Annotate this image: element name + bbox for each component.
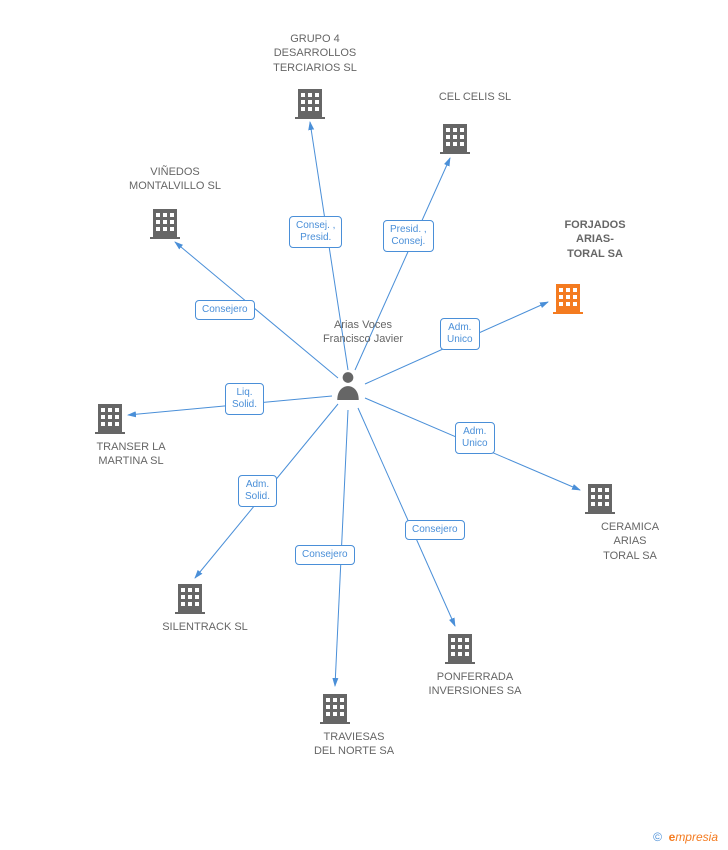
building-icon xyxy=(553,280,583,314)
building-icon xyxy=(150,205,180,239)
node-label: TRAVIESAS DEL NORTE SA xyxy=(299,730,409,759)
node-label: FORJADOS ARIAS- TORAL SA xyxy=(540,218,650,261)
building-icon xyxy=(295,85,325,119)
edge-label: Adm. Solid. xyxy=(238,475,277,507)
node-label: PONFERRADA INVERSIONES SA xyxy=(420,670,530,699)
person-icon xyxy=(335,370,361,400)
node-label: SILENTRACK SL xyxy=(150,620,260,634)
building-icon xyxy=(445,630,475,664)
building-icon xyxy=(175,580,205,614)
edge-label: Consejero xyxy=(405,520,465,540)
center-node-label: Arias Voces Francisco Javier xyxy=(318,318,408,347)
node-label: CEL CELIS SL xyxy=(420,90,530,104)
edge-label: Consejero xyxy=(195,300,255,320)
node-label: CERAMICA ARIAS TORAL SA xyxy=(575,520,685,563)
edge-label: Adm. Unico xyxy=(440,318,480,350)
edge-label: Consejero xyxy=(295,545,355,565)
edge-label: Adm. Unico xyxy=(455,422,495,454)
edge-line xyxy=(358,408,455,626)
node-label: TRANSER LA MARTINA SL xyxy=(76,440,186,469)
copyright-symbol: © xyxy=(653,830,662,844)
building-icon xyxy=(440,120,470,154)
building-icon xyxy=(320,690,350,724)
watermark: © empresia xyxy=(653,830,718,844)
edge-label: Consej. , Presid. xyxy=(289,216,342,248)
brand-name: mpresia xyxy=(675,830,718,844)
node-label: VIÑEDOS MONTALVILLO SL xyxy=(120,165,230,194)
edge-label: Presid. , Consej. xyxy=(383,220,434,252)
edge-label: Liq. Solid. xyxy=(225,383,264,415)
building-icon xyxy=(95,400,125,434)
building-icon xyxy=(585,480,615,514)
node-label: GRUPO 4 DESARROLLOS TERCIARIOS SL xyxy=(260,32,370,75)
